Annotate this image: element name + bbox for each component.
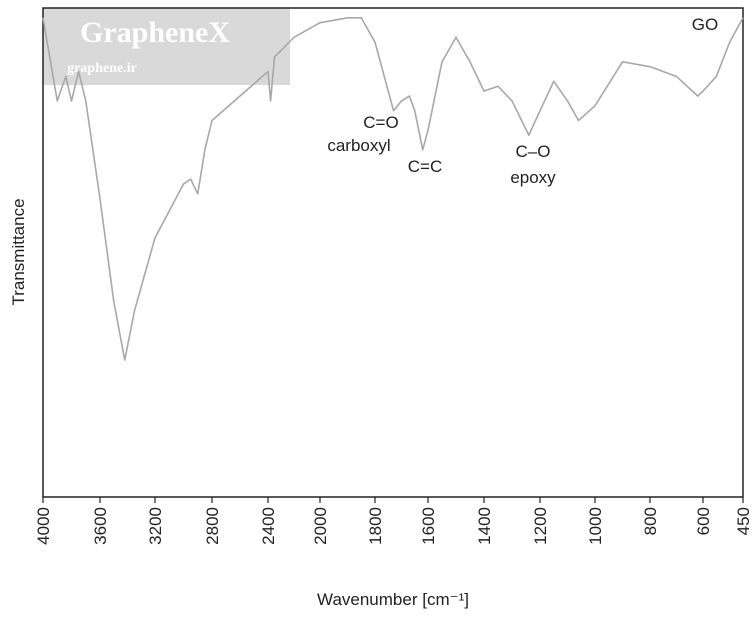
x-tick-label: 600	[694, 507, 713, 535]
annotation: C–O	[516, 142, 551, 161]
x-tick-label: 4000	[34, 507, 53, 545]
watermark-url: graphene.ir	[67, 61, 137, 76]
x-tick-label: 1400	[475, 507, 494, 545]
watermark-box	[43, 8, 290, 85]
x-tick-label: 800	[641, 507, 660, 535]
x-tick-label: 1800	[366, 507, 385, 545]
annotation: C=C	[408, 157, 442, 176]
x-tick-label: 3200	[146, 507, 165, 545]
x-axis-label: Wavenumber [cm⁻¹]	[317, 590, 469, 609]
x-tick-label: 1000	[586, 507, 605, 545]
spectrum-line	[42, 16, 744, 361]
x-tick-label: 2800	[203, 507, 222, 545]
watermark-title: GrapheneX	[80, 16, 230, 49]
annotation: carboxyl	[327, 136, 390, 155]
plot-frame	[42, 7, 744, 498]
annotation: epoxy	[510, 168, 556, 187]
annotation: C=O	[363, 113, 398, 132]
x-tick-label: 3600	[91, 507, 110, 545]
annotation: GO	[692, 15, 718, 34]
x-tick-label: 1200	[531, 507, 550, 545]
x-tick-label: 2000	[311, 507, 330, 545]
x-tick-label: 450	[734, 507, 753, 535]
x-tick-label: 2400	[259, 507, 278, 545]
y-axis-label: Transmittance	[9, 198, 28, 305]
x-tick-label: 1600	[419, 507, 438, 545]
